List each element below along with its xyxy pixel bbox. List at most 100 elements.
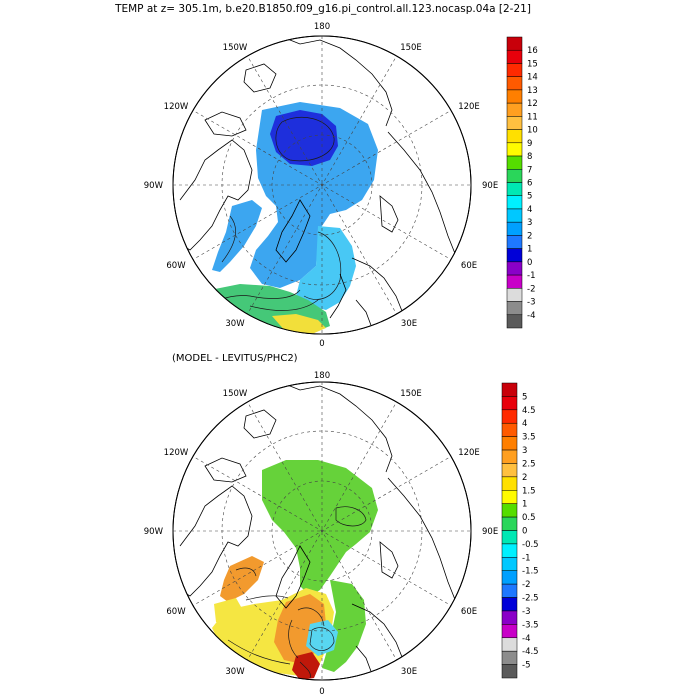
bottom-colorbar-tick-label: -4	[522, 634, 530, 644]
top-colorbar-swatch	[506, 314, 523, 329]
bottom-colorbar-swatch	[501, 570, 518, 585]
main-title: TEMP at z= 305.1m, b.e20.B1850.f09_g16.p…	[114, 3, 531, 15]
bottom-colorbar-swatch	[501, 436, 518, 451]
top-colorbar-swatch	[506, 261, 523, 276]
top-colorbar-swatch	[506, 248, 523, 263]
bottom-colorbar-swatch	[501, 637, 518, 652]
top-colorbar-swatch	[506, 36, 523, 51]
top-colorbar-tick-label: 12	[527, 99, 538, 109]
top-lon-90w: 90W	[144, 181, 164, 191]
bottom-lon-60w: 60W	[166, 607, 186, 617]
top-lon-180: 180	[314, 22, 330, 32]
bottom-colorbar-tick-label: 1	[522, 500, 527, 510]
top-colorbar-swatch	[506, 89, 523, 104]
top-colorbar-tick-label: 8	[527, 152, 532, 162]
bottom-colorbar-tick-label: 4.5	[522, 406, 536, 416]
top-graticule	[173, 36, 471, 334]
top-lon-30e: 30E	[401, 319, 417, 329]
bottom-lon-60e: 60E	[461, 607, 477, 617]
bottom-colorbar-swatch	[501, 449, 518, 464]
bottom-colorbar-swatch	[501, 530, 518, 545]
top-colorbar-swatch	[506, 221, 523, 236]
top-colorbar-swatch	[506, 116, 523, 130]
top-colorbar-swatch	[506, 235, 523, 249]
top-lon-150w: 150W	[223, 43, 248, 53]
top-colorbar-tick-label: 0	[527, 258, 532, 268]
bottom-lon-0: 0	[319, 687, 324, 697]
top-polar-map	[172, 35, 472, 335]
top-colorbar-tick-label: 7	[527, 165, 532, 175]
top-longitude-labels: 180 0 90W 90E 150W 120W 150E 120E 60W 30…	[144, 22, 498, 349]
bottom-colorbar-tick-label: 2	[522, 473, 527, 483]
bottom-colorbar-tick-label: 0.5	[522, 513, 536, 523]
bottom-colorbar-swatch	[501, 463, 518, 478]
top-coastlines	[179, 36, 457, 334]
top-colorbar-tick-label: -2	[527, 284, 535, 294]
top-colorbar-tick-label: 1	[527, 245, 532, 255]
top-colorbar-swatch	[506, 195, 523, 210]
diff-contours	[227, 506, 367, 679]
bottom-lon-120e: 120E	[458, 448, 480, 458]
bottom-lon-150e: 150E	[400, 389, 422, 399]
bottom-colorbar-tick-label: 3.5	[522, 433, 536, 443]
bottom-colorbar-swatch	[501, 409, 518, 424]
top-colorbar-swatch	[506, 63, 523, 77]
top-colorbar-swatch	[506, 76, 523, 91]
top-colorbar-tick-label: 5	[527, 192, 532, 202]
bottom-colorbar-tick-label: 5	[522, 392, 527, 402]
top-colorbar-tick-label: 4	[527, 205, 532, 215]
top-lon-120w: 120W	[164, 102, 189, 112]
bottom-lon-90e: 90E	[482, 527, 498, 537]
bottom-colorbar-swatch	[501, 664, 518, 679]
top-colorbar-tick-label: 16	[527, 46, 538, 56]
top-colorbar-swatch	[506, 301, 523, 316]
bottom-colorbar-swatch	[501, 650, 518, 665]
top-lon-150e: 150E	[400, 43, 422, 53]
bottom-colorbar-swatch	[501, 476, 518, 491]
top-colorbar-tick-label: -4	[527, 311, 535, 321]
bottom-colorbar-swatch	[501, 422, 518, 437]
top-lon-0: 0	[319, 339, 324, 349]
top-lon-60e: 60E	[461, 261, 477, 271]
top-colorbar-tick-label: 14	[527, 73, 538, 83]
diff-field-red	[292, 652, 320, 680]
bottom-colorbar-tick-label: -5	[522, 661, 530, 671]
bottom-lon-180: 180	[314, 371, 330, 381]
bottom-colorbar-tick-label: -4.5	[522, 647, 539, 657]
bottom-colorbar-swatch	[501, 396, 518, 411]
bottom-lon-150w: 150W	[223, 389, 248, 399]
top-colorbar-swatch	[506, 142, 523, 157]
bottom-graticule	[173, 382, 471, 680]
bottom-lon-30w: 30W	[225, 667, 245, 677]
top-colorbar-tick-label: 3	[527, 218, 532, 228]
top-colorbar-tick-label: 2	[527, 231, 532, 241]
bottom-polar-map	[172, 381, 472, 681]
bottom-colorbar-swatch	[501, 490, 518, 504]
bottom-lon-120w: 120W	[164, 448, 189, 458]
bottom-colorbar-swatch	[501, 503, 518, 518]
top-colorbar-tick-label: -3	[527, 298, 535, 308]
bottom-colorbar-tick-label: -3	[522, 607, 530, 617]
bottom-colorbar-swatch	[501, 610, 518, 625]
bottom-colorbar-tick-label: 0	[522, 527, 527, 537]
top-lon-30w: 30W	[225, 319, 245, 329]
diff-title: (MODEL - LEVITUS/PHC2)	[172, 353, 298, 364]
diff-field-west-strip	[220, 556, 264, 602]
top-colorbar-swatch	[506, 155, 523, 170]
top-field-light-blue-south	[296, 226, 356, 310]
top-colorbar-tick-label: 11	[527, 112, 538, 122]
bottom-colorbar-tick-label: 1.5	[522, 486, 536, 496]
bottom-colorbar-tick-label: -3.5	[522, 620, 539, 630]
top-colorbar-swatch	[506, 129, 523, 144]
bottom-colorbar-tick-label: -2.5	[522, 594, 539, 604]
top-colorbar-swatch	[506, 49, 523, 64]
bottom-colorbar-tick-label: -0.5	[522, 540, 539, 550]
bottom-colorbar-tick-label: 3	[522, 446, 527, 456]
top-colorbar-tick-label: 10	[527, 126, 538, 136]
diff-field-west-yellow	[214, 598, 244, 624]
bottom-colorbar-tick-label: -2	[522, 580, 530, 590]
top-lon-90e: 90E	[482, 181, 498, 191]
top-colorbar-tick-label: 9	[527, 139, 532, 149]
